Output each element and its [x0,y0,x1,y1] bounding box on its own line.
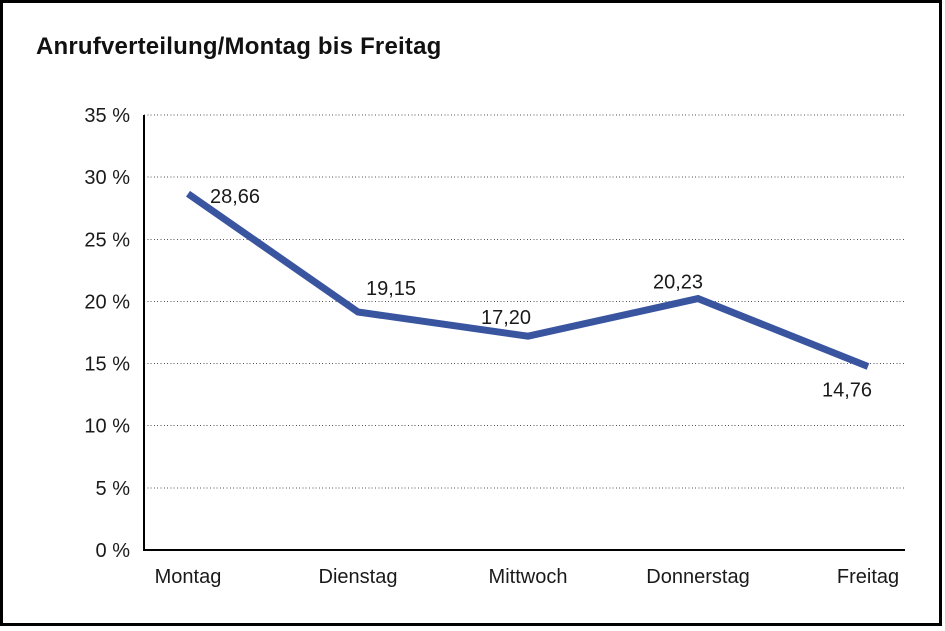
data-line [186,190,870,370]
x-category-label: Dienstag [319,566,398,588]
y-tick-label: 25 % [84,229,130,251]
data-point-label: 17,20 [481,307,531,329]
y-tick-label: 0 % [96,540,131,562]
y-tick-label: 35 % [84,105,130,127]
y-tick-label: 10 % [84,416,130,438]
x-category-label: Montag [155,566,222,588]
y-tick-label: 5 % [96,478,131,500]
x-category-label: Donnerstag [646,566,749,588]
data-point-label: 20,23 [653,272,703,294]
y-tick-label: 30 % [84,167,130,189]
x-category-label: Freitag [837,566,899,588]
data-point-label: 19,15 [366,278,416,300]
data-point-label: 14,76 [822,380,872,402]
y-tick-label: 15 % [84,354,130,376]
x-category-label: Mittwoch [489,566,568,588]
chart-title: Anrufverteilung/Montag bis Freitag [36,33,442,60]
data-point-label: 28,66 [210,186,260,208]
y-tick-label: 20 % [84,291,130,313]
